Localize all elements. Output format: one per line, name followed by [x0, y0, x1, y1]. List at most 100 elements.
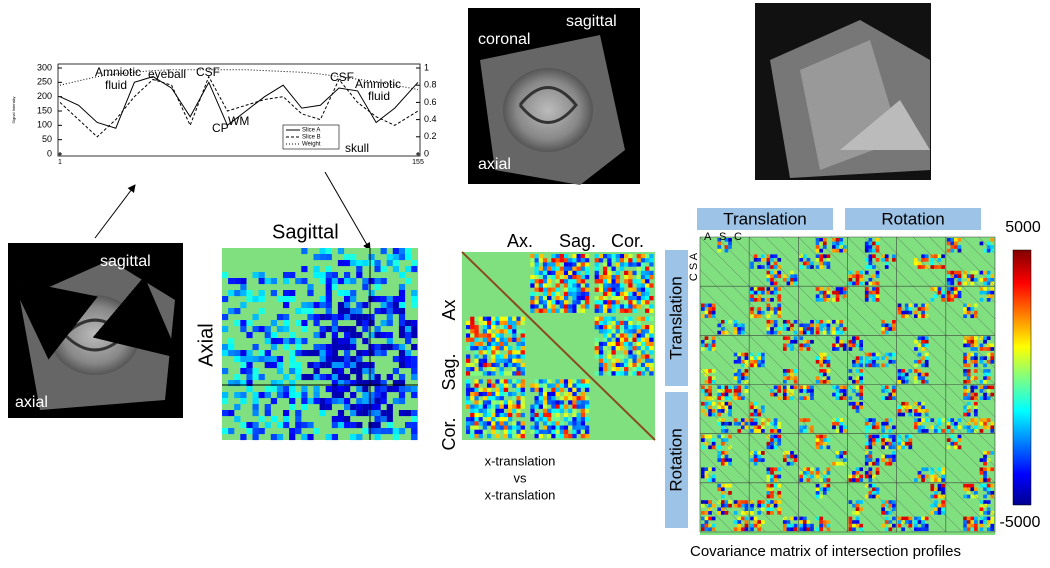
cov-cell — [980, 478, 984, 482]
cov-cell — [974, 360, 978, 364]
map-cell — [368, 278, 374, 284]
block-cell — [616, 333, 620, 337]
cov-cell — [950, 287, 954, 291]
cov-cell — [980, 347, 984, 351]
block-cell — [556, 254, 560, 258]
map-cell — [381, 398, 387, 404]
cov-cell — [701, 504, 705, 508]
map-cell — [368, 260, 374, 266]
cov-cell — [885, 511, 889, 515]
cov-cell — [967, 413, 971, 417]
cov-cell — [963, 495, 967, 499]
block-cell — [641, 262, 645, 266]
cov-cell — [728, 402, 732, 406]
cov-cell — [754, 425, 758, 429]
block-cell — [466, 388, 470, 392]
block-cell — [521, 367, 525, 371]
block-cell — [611, 279, 615, 283]
block-cell — [466, 430, 470, 434]
cov-cell — [892, 386, 896, 390]
cov-cell — [881, 422, 885, 426]
map-cell — [307, 374, 313, 380]
block-cell — [637, 321, 641, 325]
block-cell — [495, 388, 499, 392]
cov-cell — [876, 353, 880, 357]
map-cell — [326, 374, 332, 380]
cov-cell — [839, 287, 843, 291]
block-cell — [632, 271, 636, 275]
map-cell — [332, 362, 338, 368]
cov-cell — [970, 282, 974, 286]
cov-cell — [987, 298, 991, 302]
cov-cell — [898, 373, 902, 377]
cov-cell — [925, 409, 929, 413]
map-cell — [320, 344, 326, 350]
cov-cell — [777, 442, 781, 446]
block-cell — [504, 434, 508, 438]
block-cell — [611, 292, 615, 296]
block-cell — [560, 409, 564, 413]
map-cell — [234, 374, 240, 380]
block-cell — [599, 325, 603, 329]
cov-cell — [921, 527, 925, 531]
cov-cell — [790, 274, 794, 278]
block-cell — [611, 296, 615, 300]
map-cell — [368, 392, 374, 398]
cov-cell — [868, 254, 872, 258]
cov-cell — [728, 458, 732, 462]
cov-cell — [908, 442, 912, 446]
cov-cell — [819, 353, 823, 357]
map-cell — [307, 434, 313, 440]
map-cell — [283, 344, 289, 350]
block-cell — [500, 333, 504, 337]
cov-cell — [827, 356, 831, 360]
map-cell — [362, 338, 368, 344]
cov-cell — [816, 356, 820, 360]
cov-cell — [750, 524, 754, 528]
block-cell — [500, 413, 504, 417]
map-cell — [301, 248, 307, 254]
block-cell — [508, 371, 512, 375]
cov-cell — [734, 393, 738, 397]
block-cell — [504, 325, 508, 329]
cov-cell — [872, 274, 876, 278]
cov-cell — [938, 487, 942, 491]
cov-cell — [930, 475, 934, 479]
cov-cell — [967, 376, 971, 380]
cov-cell — [849, 520, 853, 524]
block-cell — [487, 396, 491, 400]
cov-cell — [807, 347, 811, 351]
cov-cell — [983, 495, 987, 499]
map-cell — [234, 404, 240, 410]
cov-cell — [881, 327, 885, 331]
annotation: Amniotic — [95, 65, 141, 79]
cov-cell — [987, 369, 991, 373]
block-cell — [466, 338, 470, 342]
cov-cell — [717, 396, 721, 400]
block-cell — [539, 400, 543, 404]
block-cell — [500, 400, 504, 404]
block-cell — [641, 275, 645, 279]
cov-cell — [819, 495, 823, 499]
block-cell — [645, 254, 649, 258]
cov-cell — [745, 517, 749, 521]
map-cell — [301, 278, 307, 284]
map-cell — [295, 428, 301, 434]
block-cell — [535, 254, 539, 258]
block-cell — [624, 309, 628, 313]
cov-cell — [925, 254, 929, 258]
cov-cell — [876, 487, 880, 491]
map-cell — [375, 266, 381, 272]
map-cell — [368, 320, 374, 326]
map-cell — [271, 344, 277, 350]
map-cell — [271, 332, 277, 338]
cov-cell — [987, 527, 991, 531]
cov-cell — [865, 249, 869, 253]
map-cell — [356, 356, 362, 362]
map-cell — [356, 260, 362, 266]
map-cell — [344, 386, 350, 392]
block-cell — [470, 338, 474, 342]
cov-cell — [885, 435, 889, 439]
cov-cell — [823, 520, 827, 524]
block-cell — [599, 304, 603, 308]
